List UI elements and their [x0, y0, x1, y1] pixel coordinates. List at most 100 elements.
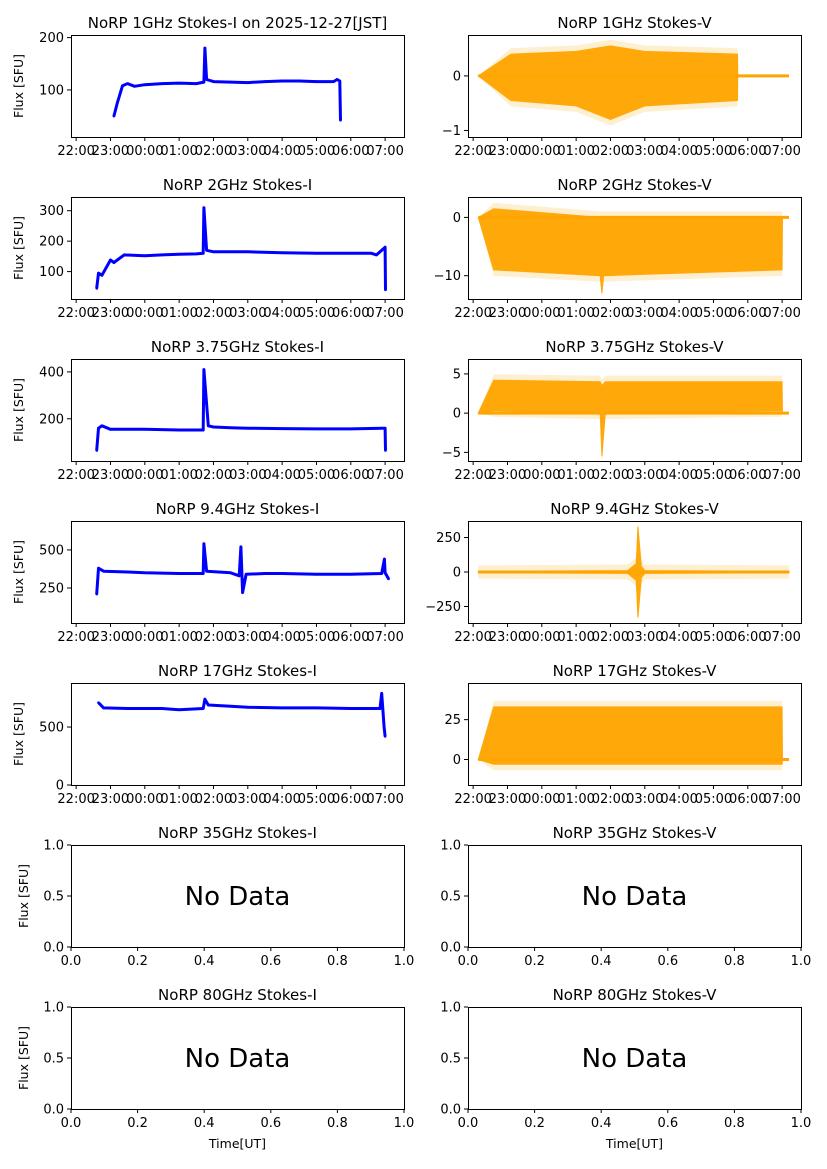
data-point	[315, 706, 318, 710]
y-tick-label: 5	[453, 367, 461, 382]
x-tick-label: 23:00	[489, 468, 526, 483]
subplot-13: NoRP 80GHz Stokes-I No Data 0.0 0.2 0.4 0.6 0.…	[16, 986, 414, 1151]
axes-frame	[468, 845, 802, 948]
x-tick-label: 02:00	[592, 630, 629, 645]
x-tick-label: 0.0	[61, 954, 82, 969]
x-tick-label: 0.6	[260, 1116, 281, 1131]
data-point	[241, 591, 244, 594]
data-point	[201, 572, 205, 575]
y-tick-label: 0	[453, 211, 461, 226]
x-tick-label: 0.8	[327, 1116, 348, 1131]
data-point	[201, 252, 205, 255]
plot-area	[95, 206, 387, 292]
x-tick-label: 02:00	[195, 306, 232, 321]
x-tick-label: 0.4	[194, 1116, 215, 1131]
data-point	[100, 273, 104, 277]
x-tick-label: 07:00	[366, 144, 403, 159]
data-point	[202, 206, 206, 209]
x-tick-label: 02:00	[592, 144, 629, 159]
x-tick-label: 0.6	[657, 954, 678, 969]
stokes-v-outliers	[478, 39, 789, 126]
data-point	[143, 254, 147, 258]
x-tick-label: 04:00	[660, 630, 697, 645]
stokes-i-trace	[95, 542, 390, 595]
y-tick-label: 400	[39, 365, 64, 380]
y-tick-label: 250	[39, 581, 64, 596]
data-point	[202, 368, 206, 371]
y-tick-label: −1	[442, 124, 461, 139]
x-tick-label: 01:00	[160, 468, 197, 483]
stokes-v-scatter-band	[477, 706, 789, 765]
subplot-3: NoRP 2GHz Stokes-I 22:0023:0000:0001:0002…	[11, 176, 405, 321]
data-point	[143, 83, 147, 86]
x-tick-label: 22:00	[57, 144, 94, 159]
x-tick-label: 01:00	[557, 144, 594, 159]
data-point	[177, 708, 181, 711]
y-axis-label: Flux [SFU]	[11, 702, 26, 766]
x-tick-label: 00:00	[523, 630, 560, 645]
x-tick-label: 03:00	[229, 144, 266, 159]
subplot-title: NoRP 35GHz Stokes-V	[553, 824, 718, 842]
x-tick-label: 04:00	[660, 144, 697, 159]
data-point	[229, 571, 232, 575]
data-point	[160, 253, 164, 257]
data-point	[207, 424, 210, 428]
x-tick-label: 06:00	[332, 630, 369, 645]
x-tick-label: 0.8	[327, 954, 348, 969]
plot-area	[477, 39, 789, 126]
x-tick-label: 01:00	[557, 468, 594, 483]
x-tick-label: 22:00	[454, 468, 491, 483]
data-point	[246, 81, 250, 84]
y-axis-label: Flux [SFU]	[16, 864, 31, 928]
x-tick-label: 1.0	[394, 954, 415, 969]
y-tick-label: 1.0	[440, 1001, 461, 1016]
axes-frame	[71, 359, 405, 462]
x-tick-label: 0.2	[127, 1116, 148, 1131]
data-point	[212, 425, 215, 429]
axes-frame	[468, 197, 802, 300]
y-axis-label: Flux [SFU]	[11, 378, 26, 442]
stokes-v-outliers	[478, 521, 789, 623]
x-tick-label: 02:00	[195, 792, 232, 807]
data-point	[207, 703, 210, 707]
x-tick-label: 06:00	[332, 144, 369, 159]
subplot-1: NoRP 1GHz Stokes-I on 2025-12-27[JST] 22:…	[11, 14, 405, 159]
data-point	[384, 449, 387, 452]
data-point	[315, 252, 318, 255]
plot-area	[112, 46, 342, 122]
data-point	[203, 697, 207, 701]
y-tick-label: 0	[453, 69, 461, 84]
x-tick-label: 23:00	[92, 792, 129, 807]
axes-frame	[468, 359, 802, 462]
y-tick-label: 200	[39, 412, 64, 427]
x-tick-label: 01:00	[557, 306, 594, 321]
x-tick-label: 04:00	[660, 306, 697, 321]
x-tick-label: 03:00	[626, 468, 663, 483]
no-data-label: No Data	[582, 882, 688, 912]
data-point	[202, 80, 206, 84]
x-tick-label: 22:00	[454, 144, 491, 159]
data-point	[263, 572, 267, 575]
data-point	[203, 46, 207, 50]
y-axis-label: Flux [SFU]	[11, 540, 26, 604]
x-tick-label: 0.4	[194, 954, 215, 969]
y-tick-label: 500	[39, 543, 64, 558]
x-tick-label: 23:00	[92, 630, 129, 645]
data-point	[95, 449, 99, 452]
y-tick-label: 0.5	[43, 890, 64, 905]
x-tick-label: 02:00	[195, 468, 232, 483]
data-point	[246, 426, 250, 430]
y-tick-label: −250	[425, 600, 461, 615]
x-tick-label: 04:00	[263, 630, 300, 645]
x-tick-label: 05:00	[695, 144, 732, 159]
data-point	[126, 707, 129, 710]
axes-frame	[71, 521, 405, 624]
subplot-title: NoRP 80GHz Stokes-V	[553, 986, 718, 1004]
data-point	[335, 78, 339, 81]
y-tick-label: 0.0	[43, 941, 64, 956]
x-tick-label: 22:00	[57, 792, 94, 807]
x-tick-label: 01:00	[557, 630, 594, 645]
y-tick-label: 0	[56, 779, 64, 794]
axes-frame	[468, 1007, 802, 1110]
y-axis-label: Flux [SFU]	[11, 216, 26, 280]
